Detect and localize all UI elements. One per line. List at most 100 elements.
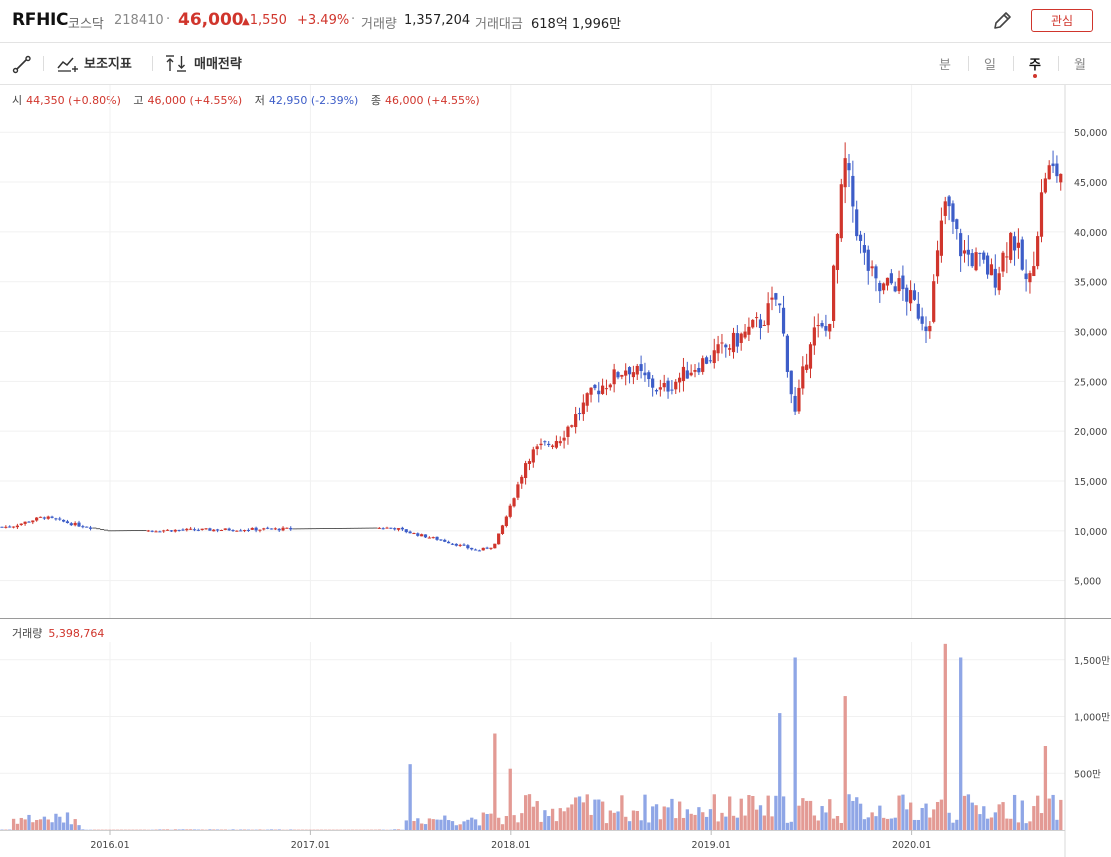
close-label: 종	[370, 94, 381, 107]
period-week-tab[interactable]: 주	[1029, 58, 1041, 73]
candle-body	[77, 522, 81, 527]
volume-bar	[712, 794, 716, 830]
candle-body	[497, 533, 501, 545]
candle-body	[42, 517, 46, 519]
volume-bar	[512, 815, 516, 830]
volume-bar	[543, 810, 547, 830]
candle-body	[847, 163, 851, 171]
candle-body	[493, 543, 497, 549]
volume-bar	[435, 819, 439, 830]
candle-body	[150, 530, 154, 532]
volume-bar	[678, 801, 682, 830]
candle-body	[608, 384, 612, 388]
ohlc-readout: 시 44,350 (+0.80%) 고 46,000 (+4.55%) 저 42,95…	[12, 92, 489, 108]
volume-bar	[566, 807, 570, 830]
high-value: 46,000 (+4.55%)	[147, 94, 243, 107]
volume-bar	[181, 829, 185, 830]
volume-bar	[889, 818, 894, 830]
strategy-button[interactable]: 매매전략	[194, 57, 242, 72]
candle-body	[393, 528, 397, 530]
candle-body	[828, 323, 832, 332]
volume-bar	[485, 814, 489, 830]
volume-bar	[704, 816, 709, 830]
candle-body	[46, 516, 50, 519]
x-tick-label: 2020.01	[892, 840, 931, 851]
candle-body	[616, 372, 620, 378]
volume-bar	[165, 829, 170, 830]
candle-body	[512, 498, 516, 507]
candle-body	[1020, 239, 1024, 270]
volume-bar	[808, 800, 813, 830]
volume-tick-label: 1,000만	[1074, 713, 1110, 724]
candle-body	[196, 529, 200, 531]
candle-body	[277, 528, 281, 531]
volume-bar	[208, 829, 212, 830]
volume-bar	[639, 820, 643, 830]
volume-bar	[701, 812, 705, 830]
candle-body	[420, 534, 424, 537]
candle-body	[165, 529, 170, 531]
volume-bar	[793, 657, 797, 830]
volume-bar	[693, 814, 697, 830]
volume-bar	[62, 822, 66, 830]
open-label: 시	[12, 94, 23, 107]
candle-body	[778, 303, 782, 306]
candle-body	[69, 523, 73, 526]
candlestick-series	[0, 142, 1063, 552]
candle-body	[273, 528, 277, 530]
period-minute-tab[interactable]: 분	[939, 58, 951, 73]
candle-body	[762, 324, 766, 326]
candle-body	[808, 344, 813, 369]
candle-body	[893, 286, 897, 292]
candle-body	[693, 369, 697, 372]
volume-bar	[443, 815, 447, 830]
candle-body	[500, 525, 505, 534]
candle-body	[504, 516, 508, 527]
candle-body	[173, 529, 177, 532]
buy-sell-arrows-icon[interactable]	[165, 54, 189, 74]
volume-bar	[989, 817, 994, 830]
volume-bar	[489, 813, 493, 830]
volume-bar	[458, 824, 462, 830]
volume-bar	[616, 811, 620, 830]
volume-bar	[11, 818, 16, 830]
candle-body	[855, 209, 859, 237]
candle-body	[0, 526, 4, 528]
stock-header: RFHIC 코스닥 218410 · 46,000 ▲1,550 +3.49% …	[0, 0, 1111, 43]
indicator-icon[interactable]	[57, 55, 79, 73]
candle-body	[527, 461, 532, 464]
candle-body	[624, 370, 628, 376]
volume-bar	[962, 795, 967, 830]
x-tick-label: 2019.01	[692, 840, 731, 851]
candle-body	[423, 534, 428, 538]
volume-bar	[581, 802, 586, 830]
candle-body	[651, 378, 655, 388]
candle-body	[712, 350, 716, 364]
volume-bar	[69, 824, 73, 830]
period-month-tab[interactable]: 월	[1074, 58, 1086, 73]
candle-body	[701, 358, 705, 372]
chart-grid	[0, 85, 1065, 830]
indicator-button[interactable]: 보조지표	[84, 57, 132, 72]
volume-bar	[1055, 819, 1059, 830]
candle-body	[439, 539, 443, 541]
volume-bar	[477, 825, 482, 830]
pencil-icon[interactable]	[991, 10, 1013, 32]
candle-body	[254, 527, 258, 531]
toolbar-divider	[1013, 56, 1014, 71]
volume-bar	[420, 823, 424, 830]
candle-body	[27, 521, 31, 523]
volume-bar	[762, 815, 766, 830]
period-day-tab[interactable]: 일	[984, 58, 996, 73]
candle-body	[62, 519, 66, 522]
favorite-button[interactable]: 관심	[1031, 9, 1093, 32]
volume-bar	[1020, 800, 1024, 830]
candle-body	[250, 527, 254, 530]
volume-bar	[870, 812, 874, 830]
volume-bar	[1039, 813, 1044, 830]
volume-bar	[866, 817, 870, 830]
draw-line-icon[interactable]	[12, 55, 32, 75]
candle-body	[920, 316, 924, 324]
volume-bar	[504, 816, 509, 830]
